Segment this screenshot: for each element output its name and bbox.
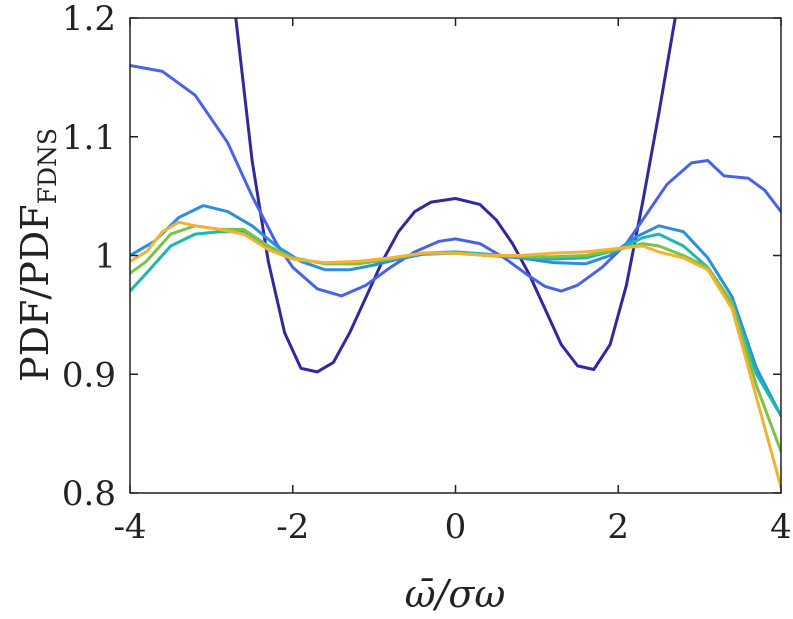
y-axis-label-subscript: FDNS: [33, 128, 62, 204]
y-tick-label-3: 1: [94, 237, 116, 277]
series-line-6: [130, 220, 781, 489]
x-tick-label-1: -4: [113, 507, 146, 547]
y-tick-label-5: 1.2: [62, 0, 116, 39]
x-axis-label-main: ω̄/σω: [405, 572, 506, 616]
y-tick-label-4: 1.1: [62, 118, 116, 158]
series-line-5: [130, 224, 781, 453]
series-line-3: [130, 204, 781, 418]
x-tick-label-3: 0: [445, 507, 467, 547]
x-axis-label: ω̄/σω: [405, 572, 506, 616]
x-tick-label-4: 2: [607, 507, 629, 547]
y-axis-label: PDF/PDFFDNS: [13, 128, 62, 382]
x-tick-label-5: 4: [770, 507, 792, 547]
tick-layer: -4 -2 0 2 4 0.8 0.9 1 1.1 1.2: [62, 0, 792, 547]
series-layer: [130, 18, 781, 489]
series-line-1: [234, 18, 677, 374]
x-tick-label-2: -2: [276, 507, 309, 547]
y-tick-label-1: 0.8: [62, 474, 116, 514]
y-tick-label-2: 0.9: [62, 355, 116, 395]
y-axis-label-main: PDF/PDF: [13, 204, 57, 382]
series-line-2: [130, 64, 781, 298]
